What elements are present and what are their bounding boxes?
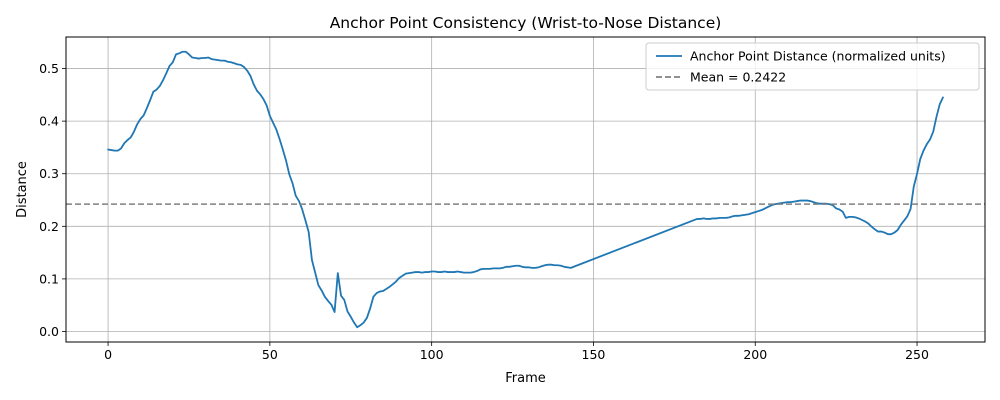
y-tick-label: 0.1 (39, 271, 59, 286)
y-tick-label: 0.2 (39, 219, 59, 234)
legend-label-anchor-distance: Anchor Point Distance (normalized units) (690, 49, 946, 64)
y-tick-label: 0.4 (39, 114, 59, 129)
legend: Anchor Point Distance (normalized units)… (645, 42, 980, 91)
legend-label-mean: Mean = 0.2422 (690, 70, 786, 85)
plot-area-frame (65, 36, 986, 343)
series-layer (66, 50, 985, 329)
y-tick-label: 0.3 (39, 166, 59, 181)
x-tick-label: 0 (104, 347, 112, 362)
x-tick-label: 200 (743, 347, 767, 362)
axis-ticks: 0 50 100 150 200 250 0.0 0.1 0.2 0.3 0.4 0.5 (39, 61, 929, 362)
y-axis-label: Distance (15, 161, 30, 218)
x-axis-label: Frame (505, 371, 546, 386)
x-tick-label: 250 (905, 347, 929, 362)
y-tick-label: 0.0 (39, 324, 59, 339)
legend-frame (645, 42, 980, 91)
y-tick-label: 0.5 (39, 61, 59, 76)
x-tick-label: 150 (582, 347, 606, 362)
chart-title: Anchor Point Consistency (Wrist-to-Nose … (330, 14, 722, 32)
x-tick-label: 100 (420, 347, 444, 362)
x-tick-label: 50 (262, 347, 278, 362)
grid (66, 37, 985, 342)
